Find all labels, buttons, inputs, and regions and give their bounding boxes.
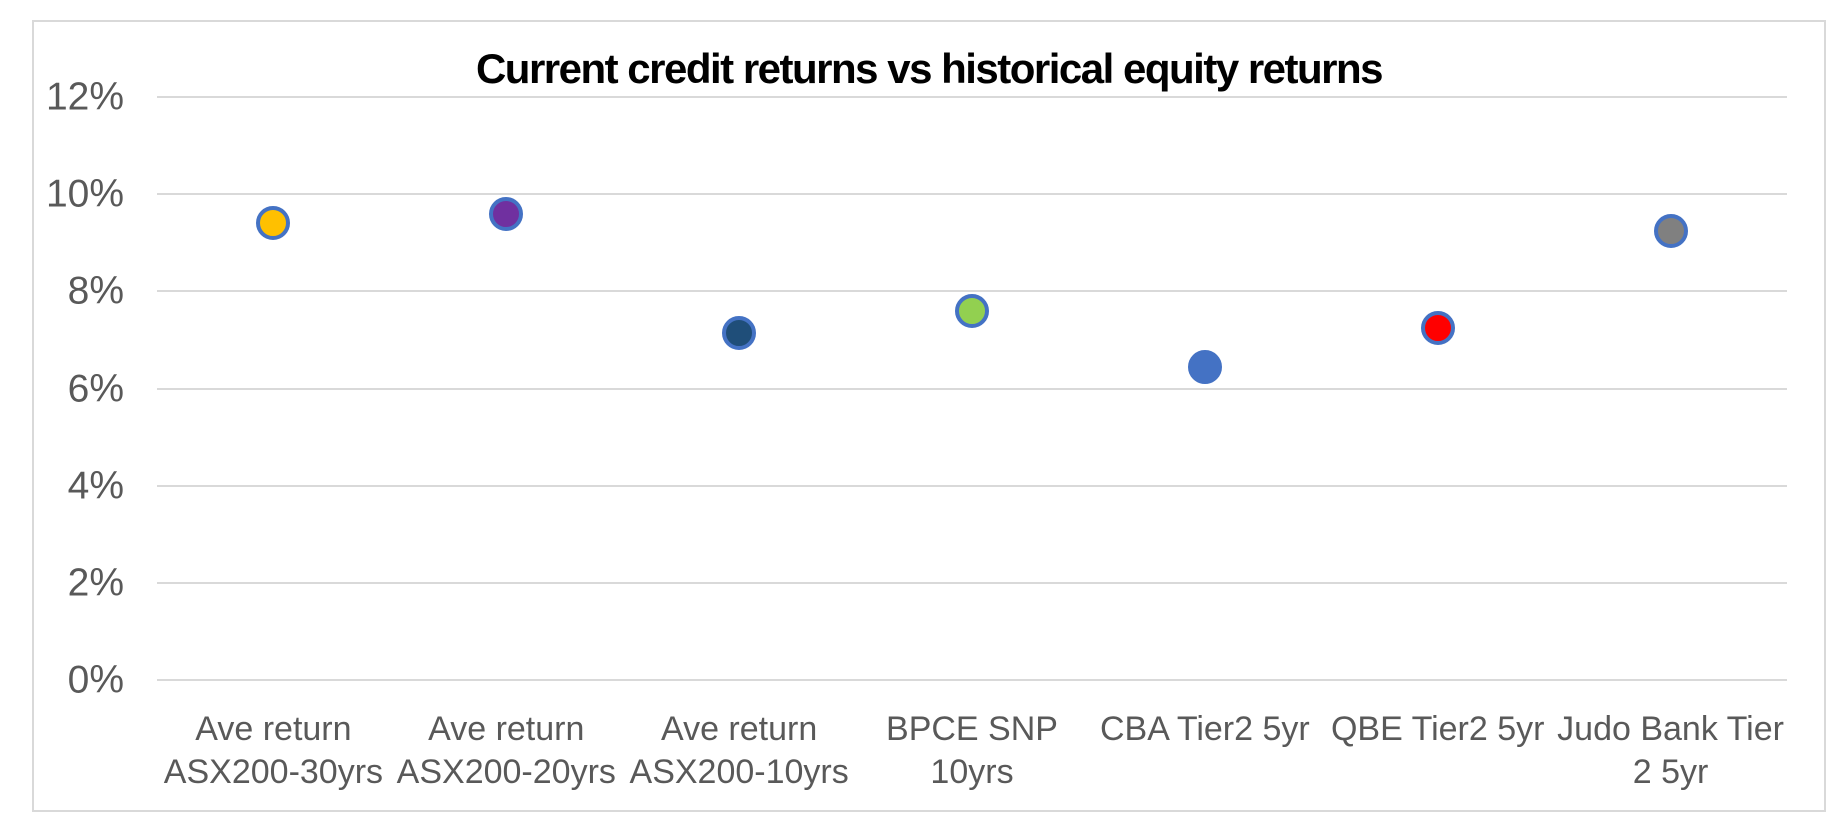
y-tick-label: 8% (67, 269, 124, 313)
x-axis-label-line: ASX200-10yrs (629, 753, 849, 791)
plot-area (157, 96, 1787, 681)
x-axis-label: Ave return ASX200-10yrs (630, 708, 849, 794)
x-axis-label-line: QBE Tier2 5yr (1330, 710, 1545, 748)
x-axis-label-line: Ave return (195, 710, 352, 748)
x-axis-label-line: ASX200-20yrs (396, 753, 616, 791)
x-axis-label-line: 10yrs (930, 753, 1014, 791)
gridline (157, 581, 1787, 584)
x-axis-label: QBE Tier2 5yr (1331, 708, 1545, 751)
x-axis-label-line: Ave return (428, 710, 585, 748)
x-axis: Ave return ASX200-30yrs Ave return ASX200-2… (157, 708, 1787, 808)
x-axis-label-line: BPCE SNP (886, 710, 1058, 748)
gridline (157, 290, 1787, 293)
y-tick-label: 10% (45, 172, 124, 216)
gridline (157, 387, 1787, 390)
data-point (256, 206, 291, 241)
x-axis-label: Ave return ASX200-20yrs (397, 708, 616, 794)
y-tick-label: 4% (67, 464, 124, 508)
x-axis-label-line: ASX200-30yrs (163, 753, 384, 791)
data-point (722, 315, 757, 350)
data-point (1653, 213, 1688, 248)
x-axis-label-line: Judo Bank Tier (1557, 710, 1784, 748)
gridline (157, 193, 1787, 196)
y-tick-label: 6% (67, 367, 124, 410)
gridline (157, 484, 1787, 487)
x-axis-label-line: CBA Tier2 5yr (1099, 710, 1310, 748)
data-point (1187, 349, 1222, 384)
gridline (157, 96, 1787, 98)
data-point (955, 293, 989, 328)
y-tick-label: 2% (67, 561, 124, 605)
x-axis-label: Ave return ASX200-30yrs (164, 708, 383, 794)
x-axis-label: BPCE SNP 10yrs (886, 708, 1058, 794)
y-axis: 0% 2% 4% 6% 8% 10% 12% (34, 78, 124, 700)
y-tick-label: 12% (45, 75, 124, 119)
x-axis-label: CBA Tier2 5yr (1100, 708, 1310, 751)
data-point (1420, 310, 1455, 345)
chart-title: Current credit returns vs historical equ… (475, 45, 1384, 92)
chart-frame: Current credit returns vs historical equ… (32, 20, 1826, 812)
data-point (489, 196, 524, 231)
y-tick-label: 0% (67, 658, 124, 702)
x-axis-label: Judo Bank Tier 2 5yr (1557, 708, 1784, 794)
x-axis-label-line: Ave return (661, 710, 818, 748)
x-axis-label-line: 2 5yr (1632, 753, 1709, 791)
gridline (157, 679, 1787, 681)
